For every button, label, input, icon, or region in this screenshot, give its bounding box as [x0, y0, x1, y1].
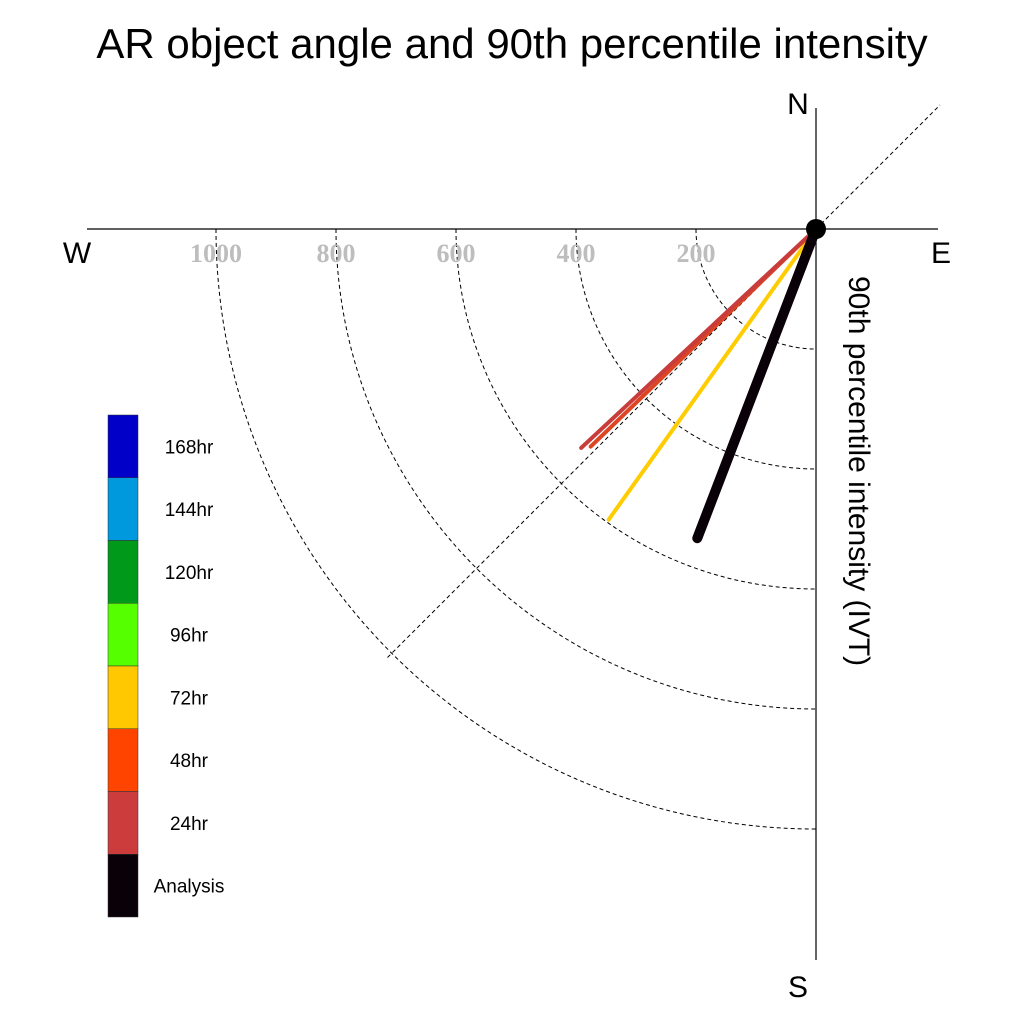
tick-label-3: 800 [317, 239, 356, 268]
radial-axis-label: 90th percentile intensity (IVT) [842, 276, 875, 666]
legend-swatch-120hr [107, 540, 139, 604]
grid-arc-4 [215, 228, 817, 830]
tick-label-1: 400 [557, 239, 596, 268]
radial-ticks: 200 400 600 800 1000 [190, 239, 716, 268]
series-line-24hr [579, 227, 818, 450]
tick-label-0: 200 [677, 239, 716, 268]
legend-swatch-24hr [107, 791, 139, 855]
series-line-analysis [692, 224, 821, 544]
compass-south: S [788, 971, 808, 1004]
legend-swatch-168hr [107, 414, 139, 478]
origin-marker [806, 219, 826, 239]
legend-swatch-48hr [107, 728, 139, 792]
legend-label-24hr: 24hr [170, 814, 209, 835]
grid-arc-1 [575, 228, 817, 470]
compass-east: E [931, 237, 951, 270]
series-lines [579, 224, 821, 544]
tick-label-2: 600 [437, 239, 476, 268]
compass-west: W [63, 237, 92, 270]
legend-label-144hr: 144hr [165, 500, 214, 521]
legend: 168hr 144hr 120hr 96hr 72hr 48hr 24hr Analysis [107, 414, 225, 918]
legend-label-72hr: 72hr [170, 688, 209, 709]
legend-label-168hr: 168hr [165, 437, 214, 458]
grid-arc-3 [335, 228, 817, 710]
legend-swatch-144hr [107, 477, 139, 541]
legend-label-96hr: 96hr [170, 626, 209, 647]
legend-label-48hr: 48hr [170, 751, 209, 772]
diagonal-ne [815, 104, 941, 230]
series-line-72hr [606, 227, 818, 522]
chart-title: AR object angle and 90th percentile inte… [96, 20, 927, 67]
legend-label-analysis: Analysis [154, 877, 225, 898]
legend-swatch-96hr [107, 603, 139, 667]
legend-swatch-analysis [107, 854, 139, 918]
tick-label-4: 1000 [190, 239, 242, 268]
legend-label-120hr: 120hr [165, 563, 214, 584]
compass-north: N [787, 88, 809, 121]
legend-swatch-72hr [107, 665, 139, 729]
